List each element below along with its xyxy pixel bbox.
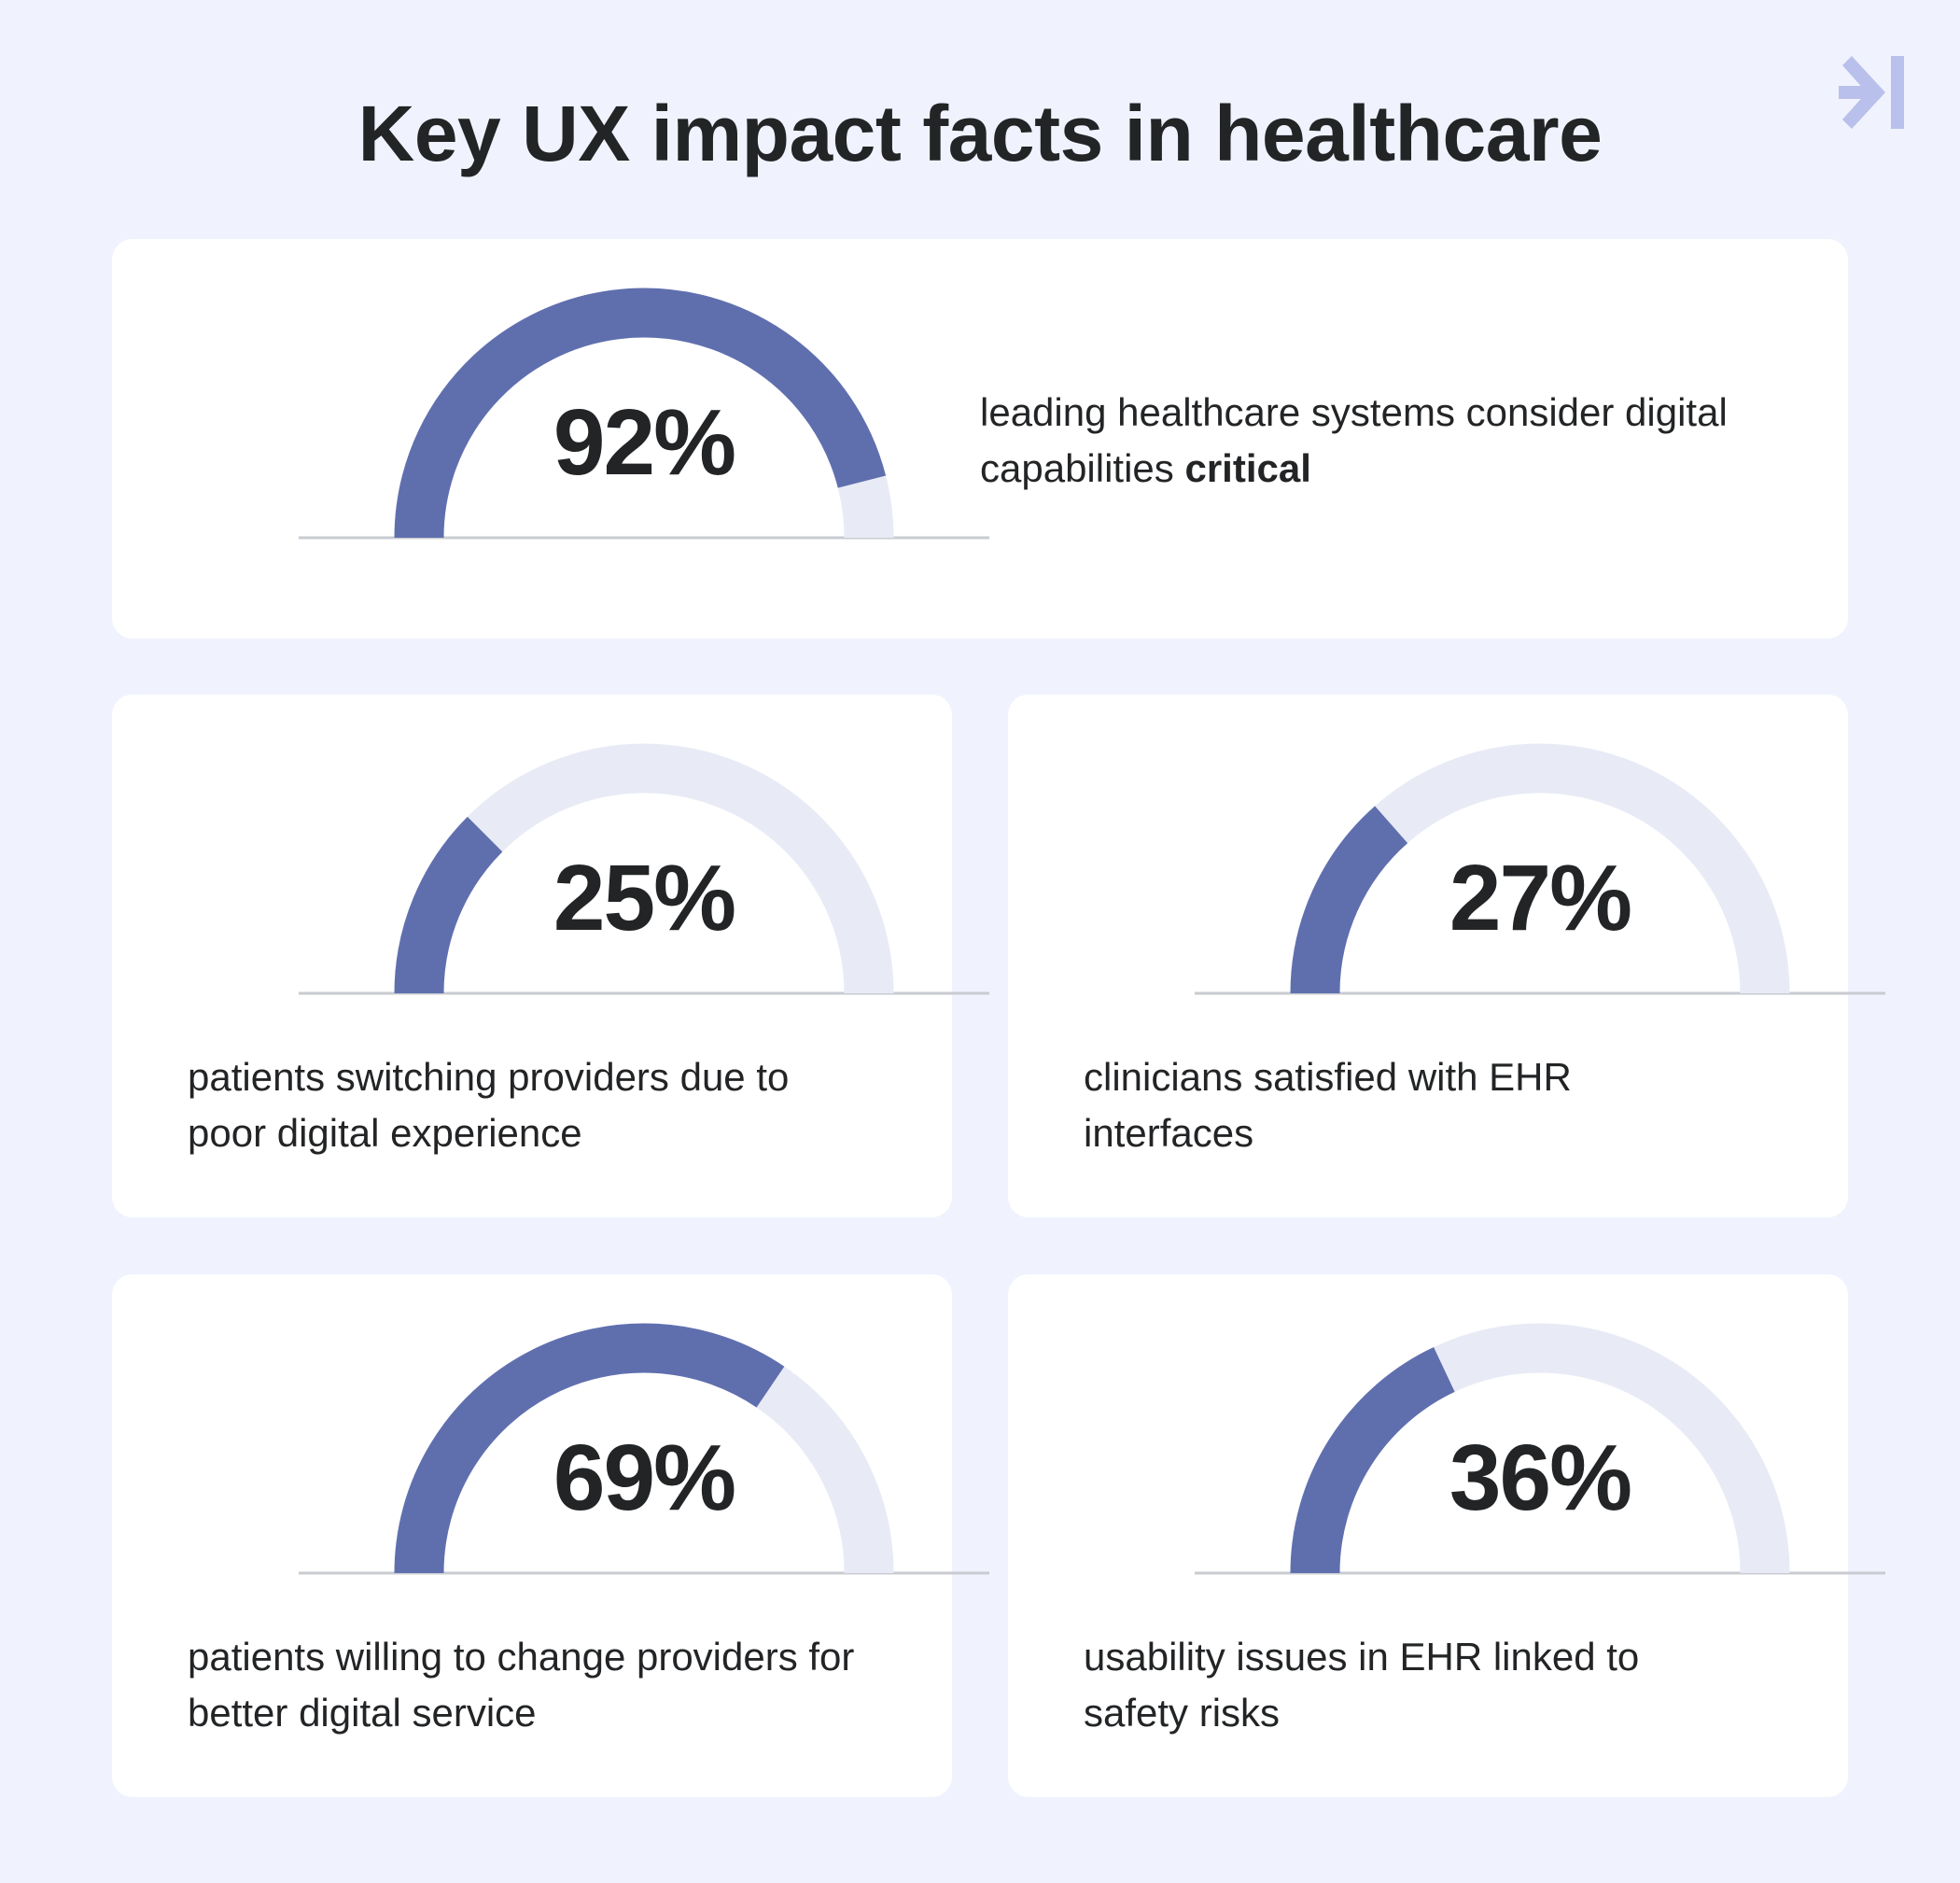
fact-card-3: 27% clinicians satisfied with EHR interf… — [1008, 695, 1885, 1217]
fact-card-2: 25% patients switching providers due to … — [112, 695, 989, 1217]
gauge-value-label: 69% — [553, 1426, 735, 1530]
gauge-value-arc — [394, 288, 887, 539]
gauge-4: 69% — [299, 1323, 989, 1575]
gauge-2: 25% — [299, 743, 989, 995]
gauge-1: 92% — [299, 288, 989, 540]
gauge-track — [467, 743, 894, 994]
gauge-track — [837, 475, 894, 539]
fact-card-1: 92% leading healthcare systems consider … — [112, 239, 1848, 639]
gauge-value-label: 92% — [553, 390, 735, 495]
gauge-5: 36% — [1195, 1323, 1885, 1575]
gauge-value-arc — [394, 816, 503, 994]
gauge-value-label: 36% — [1449, 1426, 1631, 1530]
gauge-track — [1434, 1323, 1790, 1574]
gauge-value-arc — [394, 1323, 785, 1574]
fact-description-4: patients willing to change providers for… — [188, 1635, 855, 1735]
fact-emphasis: critical — [1184, 446, 1311, 490]
gauge-value-arc — [1290, 806, 1408, 994]
gauge-track — [1375, 743, 1790, 994]
gauge-3: 27% — [1195, 743, 1885, 995]
page-title: Key UX impact facts in healthcare — [357, 90, 1603, 177]
fact-description-2: patients switching providers due to poor… — [188, 1055, 790, 1155]
gauge-value-label: 27% — [1449, 846, 1631, 950]
gauge-track — [756, 1366, 894, 1574]
fact-card-4: 69% patients willing to change providers… — [112, 1274, 989, 1797]
fact-description-3: clinicians satisfied with EHR interfaces — [1084, 1055, 1572, 1155]
gauge-value-label: 25% — [553, 846, 735, 950]
arrow-into-bar-icon — [1839, 56, 1904, 129]
fact-card-5: 36% usability issues in EHR linked to sa… — [1008, 1274, 1885, 1797]
gauge-value-arc — [1290, 1346, 1456, 1574]
fact-description-text-1: leading healthcare systems consider digi… — [980, 390, 1728, 490]
fact-description-5: usability issues in EHR linked to safety… — [1084, 1635, 1640, 1735]
fact-description-1: leading healthcare systems consider digi… — [980, 385, 1801, 497]
